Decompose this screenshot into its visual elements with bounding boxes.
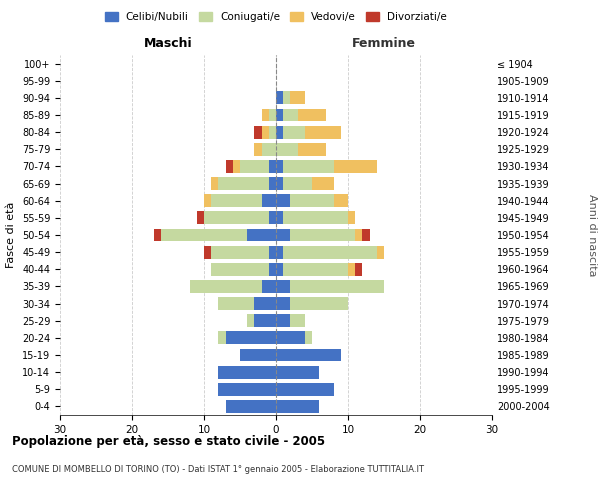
Bar: [204, 212, 269, 224]
Bar: [262, 143, 276, 156]
Bar: [204, 246, 211, 258]
Bar: [254, 314, 276, 327]
Text: Femmine: Femmine: [352, 37, 416, 50]
Bar: [218, 297, 254, 310]
Bar: [161, 228, 247, 241]
Bar: [276, 108, 283, 122]
Bar: [276, 92, 283, 104]
Bar: [290, 297, 348, 310]
Bar: [190, 280, 262, 293]
Bar: [233, 160, 240, 173]
Bar: [283, 92, 290, 104]
Bar: [269, 177, 276, 190]
Bar: [226, 400, 276, 413]
Bar: [276, 228, 290, 241]
Bar: [269, 246, 276, 258]
Bar: [269, 108, 276, 122]
Bar: [348, 212, 355, 224]
Bar: [262, 194, 276, 207]
Text: Popolazione per età, sesso e stato civile - 2005: Popolazione per età, sesso e stato civil…: [12, 435, 325, 448]
Bar: [305, 332, 312, 344]
Bar: [283, 246, 377, 258]
Bar: [276, 194, 290, 207]
Bar: [290, 228, 355, 241]
Bar: [269, 263, 276, 276]
Bar: [226, 332, 276, 344]
Bar: [276, 126, 283, 138]
Bar: [298, 143, 326, 156]
Bar: [355, 228, 362, 241]
Bar: [211, 246, 269, 258]
Bar: [247, 314, 254, 327]
Bar: [218, 177, 269, 190]
Bar: [290, 92, 305, 104]
Bar: [211, 177, 218, 190]
Bar: [276, 314, 290, 327]
Bar: [218, 383, 276, 396]
Bar: [197, 212, 204, 224]
Bar: [283, 126, 305, 138]
Bar: [276, 366, 319, 378]
Bar: [240, 348, 276, 362]
Legend: Celibi/Nubili, Coniugati/e, Vedovi/e, Divorziati/e: Celibi/Nubili, Coniugati/e, Vedovi/e, Di…: [101, 8, 451, 26]
Bar: [283, 177, 312, 190]
Bar: [262, 126, 269, 138]
Bar: [211, 263, 269, 276]
Bar: [355, 263, 362, 276]
Bar: [269, 160, 276, 173]
Bar: [269, 212, 276, 224]
Y-axis label: Fasce di età: Fasce di età: [7, 202, 16, 268]
Bar: [298, 108, 326, 122]
Bar: [204, 194, 211, 207]
Bar: [211, 194, 262, 207]
Text: Anni di nascita: Anni di nascita: [587, 194, 597, 276]
Bar: [247, 228, 276, 241]
Bar: [269, 126, 276, 138]
Bar: [218, 366, 276, 378]
Bar: [377, 246, 384, 258]
Bar: [334, 194, 348, 207]
Bar: [283, 212, 348, 224]
Bar: [218, 332, 226, 344]
Bar: [276, 143, 298, 156]
Bar: [254, 297, 276, 310]
Bar: [334, 160, 377, 173]
Bar: [290, 314, 305, 327]
Text: COMUNE DI MOMBELLO DI TORINO (TO) - Dati ISTAT 1° gennaio 2005 - Elaborazione TU: COMUNE DI MOMBELLO DI TORINO (TO) - Dati…: [12, 465, 424, 474]
Bar: [254, 143, 262, 156]
Bar: [283, 160, 334, 173]
Bar: [276, 263, 283, 276]
Bar: [276, 212, 283, 224]
Bar: [290, 194, 334, 207]
Bar: [362, 228, 370, 241]
Bar: [154, 228, 161, 241]
Bar: [312, 177, 334, 190]
Bar: [276, 246, 283, 258]
Bar: [276, 332, 305, 344]
Bar: [348, 263, 355, 276]
Bar: [276, 177, 283, 190]
Text: Maschi: Maschi: [143, 37, 193, 50]
Bar: [276, 160, 283, 173]
Bar: [254, 126, 262, 138]
Bar: [276, 400, 319, 413]
Bar: [283, 263, 348, 276]
Bar: [276, 383, 334, 396]
Bar: [290, 280, 384, 293]
Bar: [226, 160, 233, 173]
Bar: [240, 160, 269, 173]
Bar: [276, 297, 290, 310]
Bar: [283, 108, 298, 122]
Bar: [305, 126, 341, 138]
Bar: [276, 348, 341, 362]
Bar: [262, 280, 276, 293]
Bar: [262, 108, 269, 122]
Bar: [276, 280, 290, 293]
